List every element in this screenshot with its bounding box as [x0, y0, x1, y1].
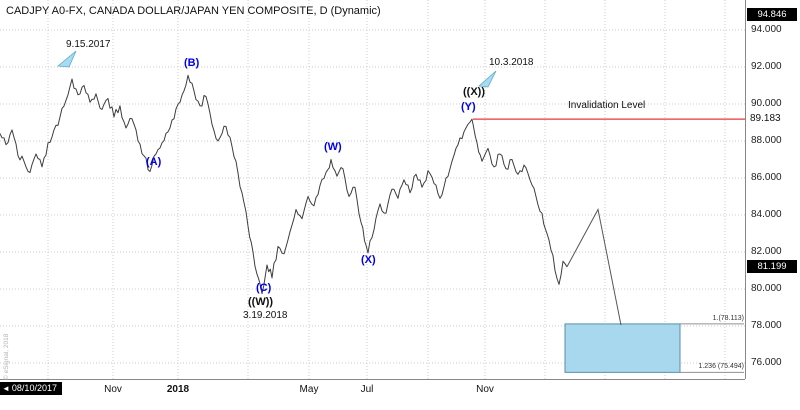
y-tick-label: 84.000 — [751, 209, 782, 220]
date-annotation: 10.3.2018 — [489, 57, 534, 68]
start-date-tag: ◄ 08/10/2017 — [0, 382, 62, 395]
y-tick-label: 92.000 — [751, 61, 782, 72]
wave-label: (X) — [361, 254, 376, 266]
wave-label: (A) — [146, 156, 162, 168]
invalidation-price-label: 89.183 — [750, 113, 781, 125]
current-price-tag: 81.199 — [747, 260, 797, 274]
fib-target-label: 1.(78.113) — [712, 314, 744, 322]
x-tick-label: Jul — [360, 384, 374, 395]
note-marker-icon — [57, 50, 77, 68]
y-tick-label: 86.000 — [751, 172, 782, 183]
projection-path — [566, 207, 622, 326]
left-arrow-icon: ◄ — [2, 384, 10, 393]
invalidation-level-label: Invalidation Level — [568, 100, 646, 111]
wave-label: ((W)) — [248, 296, 274, 308]
wave-label: (Y) — [461, 101, 476, 113]
price-line — [0, 74, 568, 295]
y-tick-label: 76.000 — [751, 357, 782, 368]
x-tick-label: May — [299, 384, 319, 395]
y-tick-label: 80.000 — [751, 283, 782, 294]
chart-title: CADJPY A0-FX, CANADA DOLLAR/JAPAN YEN CO… — [6, 5, 381, 17]
x-tick-label: 2018 — [166, 384, 190, 395]
y-tick-label: 88.000 — [751, 135, 782, 146]
x-tick-label: Nov — [104, 384, 122, 395]
y-tick-label: 94.000 — [751, 24, 782, 35]
y-tick-label: 82.000 — [751, 246, 782, 257]
fib-target-label: 1.236 (75.494) — [698, 363, 744, 371]
y-tick-label: 78.000 — [751, 320, 782, 331]
date-annotation: 3.19.2018 — [243, 310, 288, 321]
wave-label: ((X)) — [463, 86, 485, 98]
date-annotation: 9.15.2017 — [66, 39, 111, 50]
high-price-tag: 94.846 — [747, 7, 797, 21]
x-tick-label: Nov — [476, 384, 494, 395]
wave-label: (B) — [184, 57, 200, 69]
note-marker-icon — [478, 70, 497, 88]
copyright-text: © eSignal, 2018 — [3, 333, 10, 380]
wave-label: (C) — [256, 282, 272, 294]
target-zone-box — [564, 323, 681, 373]
start-date-text: 08/10/2017 — [11, 383, 57, 393]
y-tick-label: 90.000 — [751, 98, 782, 109]
wave-label: (W) — [324, 141, 342, 153]
